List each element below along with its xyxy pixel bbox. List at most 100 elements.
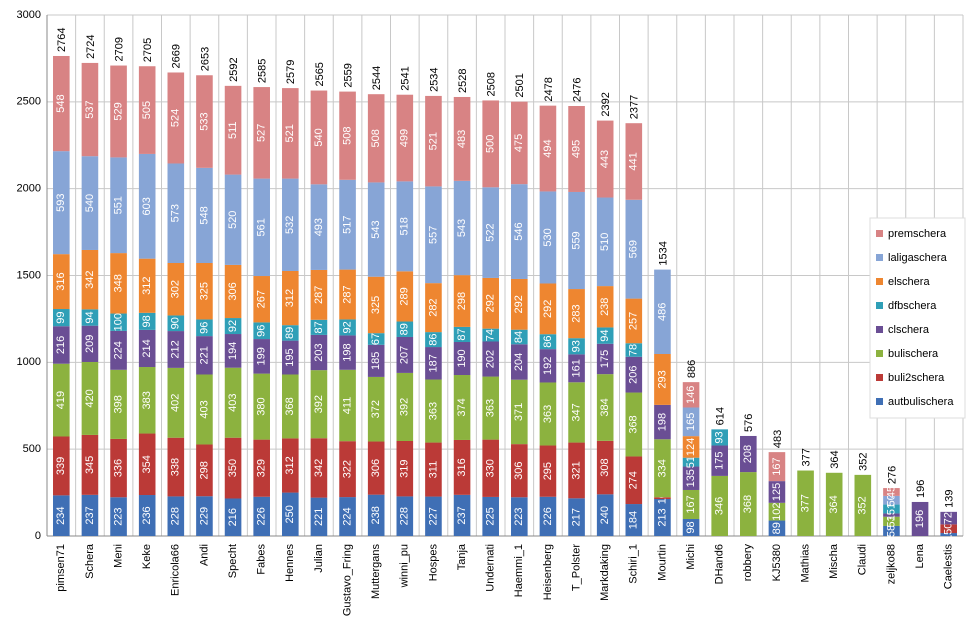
bar-segment [425,442,442,497]
bar-segment [682,382,700,408]
value-label: 312 [284,456,296,474]
value-label: 86 [542,336,554,348]
value-label: 321 [570,461,582,479]
bar-segment [568,498,585,536]
value-label: 329 [256,459,268,477]
bar-segment [596,374,614,441]
bar-segment [511,184,528,279]
bar-segment [367,182,385,277]
total-label: 2392 [600,92,612,116]
bar-segment [453,326,471,343]
value-label: 100 [112,313,124,331]
value-label: 319 [399,460,411,478]
value-label: 223 [112,507,124,525]
total-label: 2377 [629,95,641,119]
value-label: 287 [313,286,325,304]
total-label: 2724 [85,34,97,58]
bar-segment [196,336,213,375]
bar-segment [453,494,471,536]
value-label: 98 [141,315,153,327]
value-label: 521 [284,124,296,142]
value-label: 499 [399,129,411,147]
total-label: 2709 [113,37,125,61]
bar-segment [224,85,242,175]
value-label: 237 [84,506,96,524]
value-label: 217 [570,508,582,526]
bar-segment [53,436,70,496]
value-label: 336 [112,459,124,477]
value-label: 236 [141,506,153,524]
total-label: 886 [686,360,698,378]
bar-segment [196,496,213,536]
legend-label: laligaschera [888,252,948,264]
value-label: 86 [427,333,439,345]
value-label: 348 [112,274,124,292]
legend-swatch [876,374,883,381]
bar-segment [453,180,471,276]
bar-segment [339,497,356,536]
x-tick-label: Undernati [485,544,497,592]
bar-segment [224,367,242,438]
value-label: 50 [885,494,897,506]
bar-segment [425,186,442,284]
legend-swatch [876,254,883,261]
value-label: 221 [198,346,210,364]
bar-segment [711,429,728,446]
bar-segment [53,55,70,152]
value-label: 204 [513,353,525,371]
value-label: 226 [256,507,268,525]
x-tick-label: Hospes [427,544,439,582]
total-label: 2478 [543,77,555,101]
bar-segment [53,363,70,437]
value-label: 190 [456,349,468,367]
bar-segment [768,520,786,536]
bar-segment [310,497,328,536]
x-tick-label: zeljko88 [885,544,897,584]
value-label: 411 [341,397,353,415]
value-label: 354 [141,455,153,473]
bar-segment [81,156,99,250]
bar-segment [396,441,414,497]
bar-segment [310,334,328,371]
bar-segment [367,333,385,345]
bar-segment [110,65,127,158]
bar-segment [367,441,385,495]
value-label: 316 [55,272,67,290]
value-label: 403 [198,400,210,418]
bar-segment [625,392,643,457]
value-label: 292 [485,294,497,312]
value-label: 224 [112,341,124,359]
bar-segment [940,524,957,534]
bar-segment [568,354,585,383]
bar-segment [396,94,414,182]
value-label: 87 [456,328,468,340]
value-label: 352 [857,496,869,514]
value-label: 223 [513,507,525,525]
value-label: 187 [427,354,439,372]
total-label: 2579 [285,60,297,84]
total-label: 2669 [171,44,183,68]
value-label: 475 [513,134,525,152]
bar-segment [110,253,127,314]
x-tick-label: Haemmi_1 [513,544,525,597]
x-tick-label: Claudi [857,544,869,575]
value-label: 494 [542,139,554,157]
value-label: 543 [370,220,382,238]
value-label: 350 [227,459,239,477]
value-label: 521 [427,132,439,150]
value-label: 74 [485,329,497,341]
bar-segment [625,356,643,393]
value-label: 229 [198,507,210,525]
bar-segment [625,298,643,344]
bar-segment [253,178,270,277]
value-label: 573 [170,204,182,222]
value-label: 363 [427,402,439,420]
bar-segment [568,442,585,499]
value-label: 561 [256,218,268,236]
bar-segment [596,286,614,328]
bar-segment [253,322,270,340]
value-label: 206 [628,365,640,383]
value-label: 339 [55,457,67,475]
bar-segment [310,269,328,320]
value-label: 298 [456,292,468,310]
